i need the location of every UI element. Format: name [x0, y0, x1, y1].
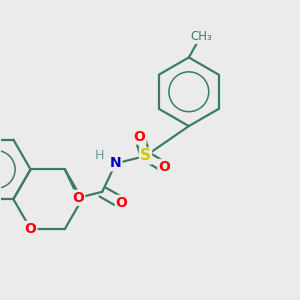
Text: O: O	[72, 191, 84, 205]
Text: O: O	[158, 160, 170, 174]
Text: N: N	[110, 156, 122, 170]
Text: S: S	[140, 148, 151, 164]
Text: H: H	[94, 149, 104, 163]
Text: CH₃: CH₃	[190, 30, 212, 43]
Text: O: O	[116, 196, 127, 210]
Text: O: O	[25, 222, 37, 236]
Text: O: O	[134, 130, 146, 144]
